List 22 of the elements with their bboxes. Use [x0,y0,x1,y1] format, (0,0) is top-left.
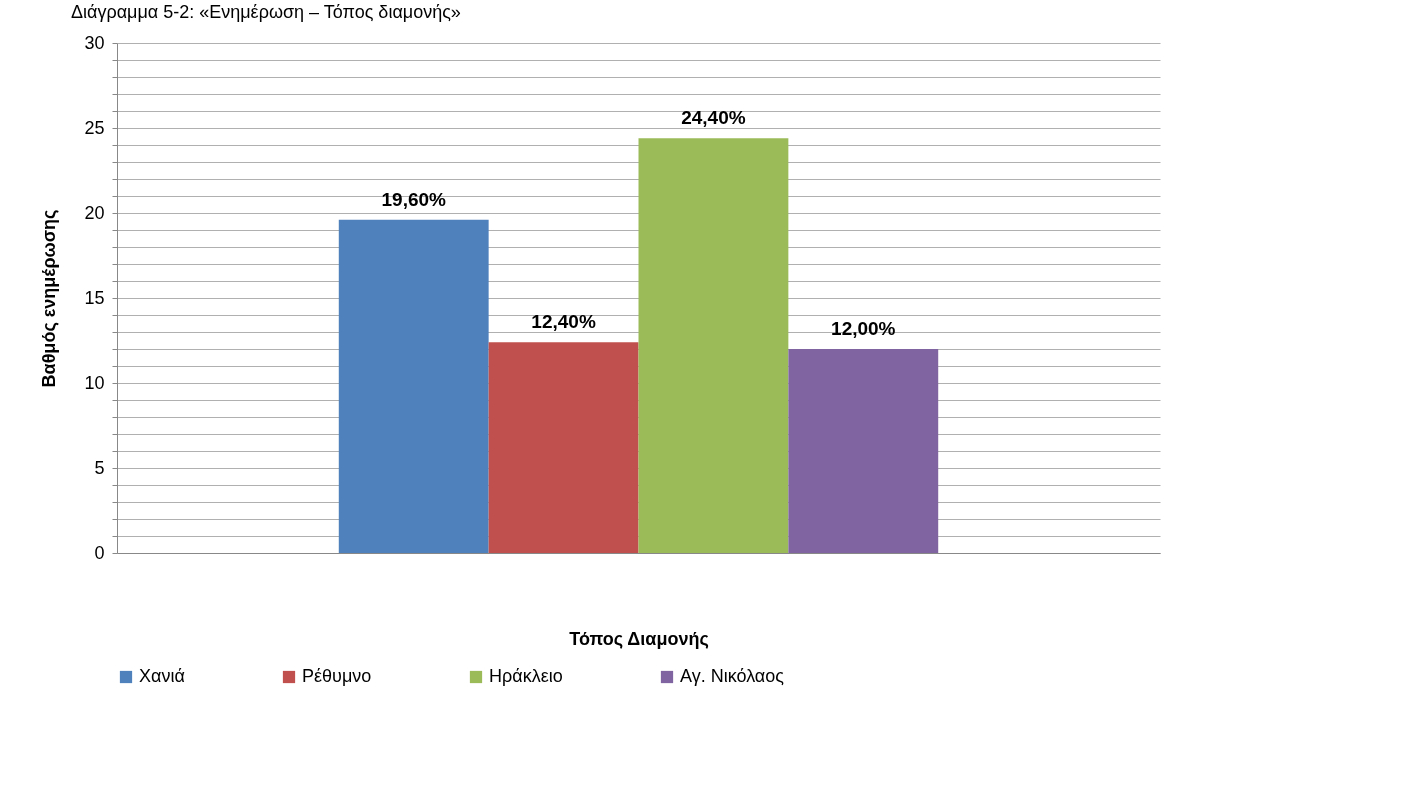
y-tick-label: 25 [84,117,105,138]
y-tick-label: 0 [94,542,105,563]
data-label: 12,40% [531,311,596,333]
data-label: 19,60% [381,188,447,210]
y-tick-label: 5 [94,457,105,478]
data-label: 12,00% [831,318,896,339]
y-tick-label: 10 [84,372,105,393]
legend-label: Ρέθυμνο [302,666,372,686]
y-axis-title: Βαθμός ενημέρωσης [39,209,60,388]
bar [638,138,789,553]
y-tick-label: 30 [84,32,105,53]
data-label: 24,40% [681,107,746,129]
legend-label: Χανιά [139,666,185,686]
bar [338,219,489,553]
bar [788,349,939,553]
bar [488,342,639,553]
y-tick-label: 20 [84,202,105,223]
legend-label: Αγ. Νικόλαος [680,666,785,686]
x-axis-title: Τόπος Διαμονής [569,628,709,649]
chart-title: Διάγραμμα 5-2: «Ενημέρωση – Τόπος διαμονής» [70,2,461,22]
legend-label: Ηράκλειο [489,666,563,686]
y-tick-label: 15 [84,287,105,308]
